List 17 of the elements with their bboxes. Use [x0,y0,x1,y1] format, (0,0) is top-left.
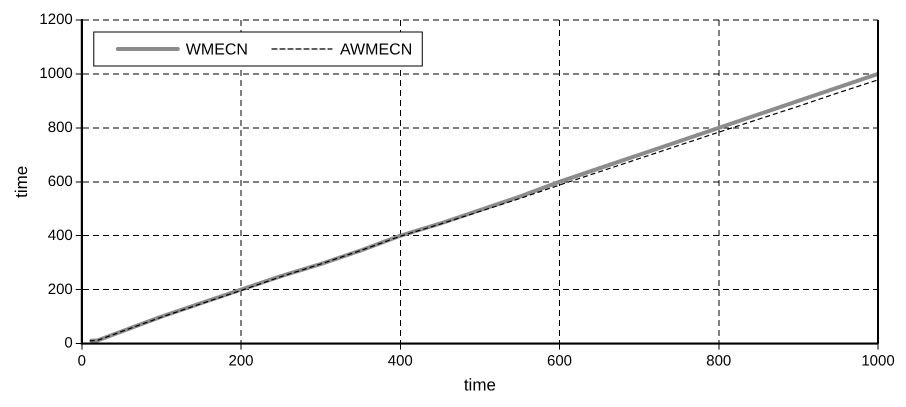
y-tick-label: 0 [64,334,73,352]
y-tick-label: 600 [48,172,73,190]
x-tick-label: 200 [228,352,254,370]
x-axis-title: time [464,375,496,394]
y-tick-label: 1000 [39,65,73,82]
legend-label: WMECN [186,41,248,58]
x-tick-label: 800 [706,352,732,370]
x-tick-label: 400 [388,352,413,370]
y-tick-label: 400 [48,226,73,244]
x-tick-label: 1000 [861,352,895,370]
y-tick-label: 800 [48,119,73,136]
y-axis-title: time [12,166,31,198]
y-tick-label: 200 [48,280,73,298]
x-tick-label: 600 [546,352,572,370]
legend-label: AWMECN [340,41,412,58]
y-tick-label: 1200 [39,11,73,28]
x-tick-label: 0 [78,352,86,370]
